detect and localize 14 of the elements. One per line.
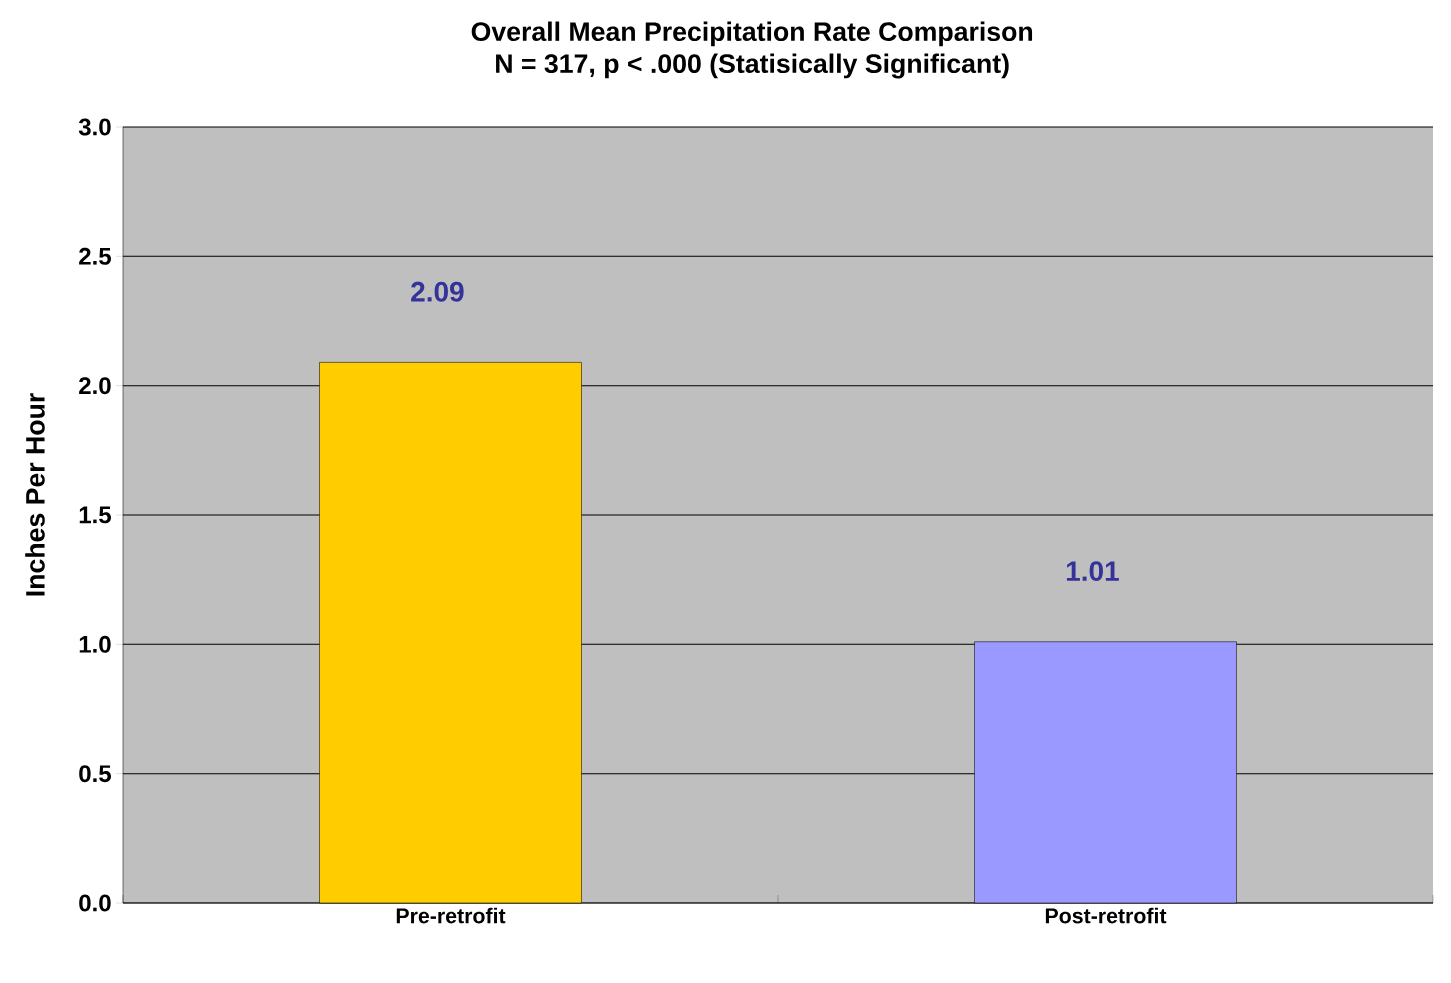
y-tick-label: 1.0 [79,635,111,653]
y-tick-label: 3.0 [78,118,111,136]
data-label: 1.01 [1066,561,1119,582]
chart-subtitle: N = 317, p < .000 (Statisically Significant) [496,53,1009,79]
y-tick-label: 1.5 [79,506,111,524]
y-tick-label: 2.0 [79,377,111,395]
y-tick-label: 0.0 [79,894,111,912]
chart-title: Overall Mean Precipitation Rate Comparison [471,21,1033,47]
x-tick-label: Post-retrofit [1045,907,1167,924]
data-label: 2.09 [411,281,464,302]
y-axis-title: Inches Per Hour [25,393,45,596]
x-tick-label: Pre-retrofit [396,907,506,924]
y-tick-label: 0.5 [79,765,111,783]
y-tick-label: 2.5 [79,247,111,265]
